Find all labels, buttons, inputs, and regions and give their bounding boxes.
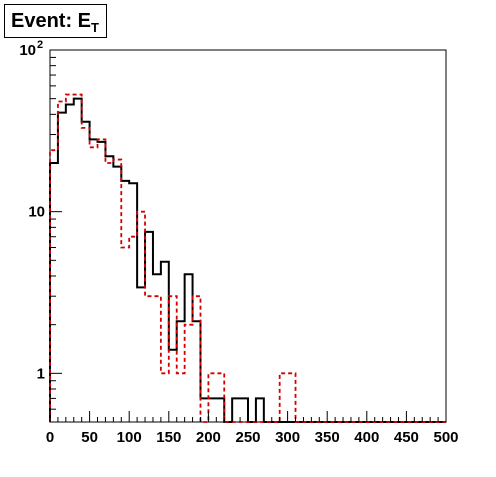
x-tick-label: 450 — [394, 429, 419, 446]
y-tick-label: 1 — [37, 365, 45, 382]
chart-title: Event: E — [11, 10, 92, 32]
series-2-histogram — [49, 93, 446, 423]
x-tick-label: 100 — [117, 429, 142, 446]
x-tick-label: 200 — [196, 429, 221, 446]
x-tick-label: 350 — [315, 429, 340, 446]
series-1-histogram — [49, 97, 446, 423]
y-tick-exponent: 2 — [37, 39, 43, 51]
y-tick-label: 10 — [19, 42, 36, 59]
plot-frame — [49, 49, 447, 423]
series-layer — [49, 93, 446, 423]
x-tick-label: 300 — [275, 429, 300, 446]
x-tick-label: 500 — [433, 429, 458, 446]
chart-title-subscript: T — [91, 20, 99, 35]
x-tick-label: 150 — [156, 429, 181, 446]
x-tick-label: 50 — [81, 429, 98, 446]
x-tick-label: 0 — [46, 429, 54, 446]
x-tick-label: 400 — [354, 429, 379, 446]
chart-title-box: Event: ET — [4, 4, 107, 38]
y-tick-label: 10 — [28, 204, 45, 221]
x-tick-label: 250 — [235, 429, 260, 446]
